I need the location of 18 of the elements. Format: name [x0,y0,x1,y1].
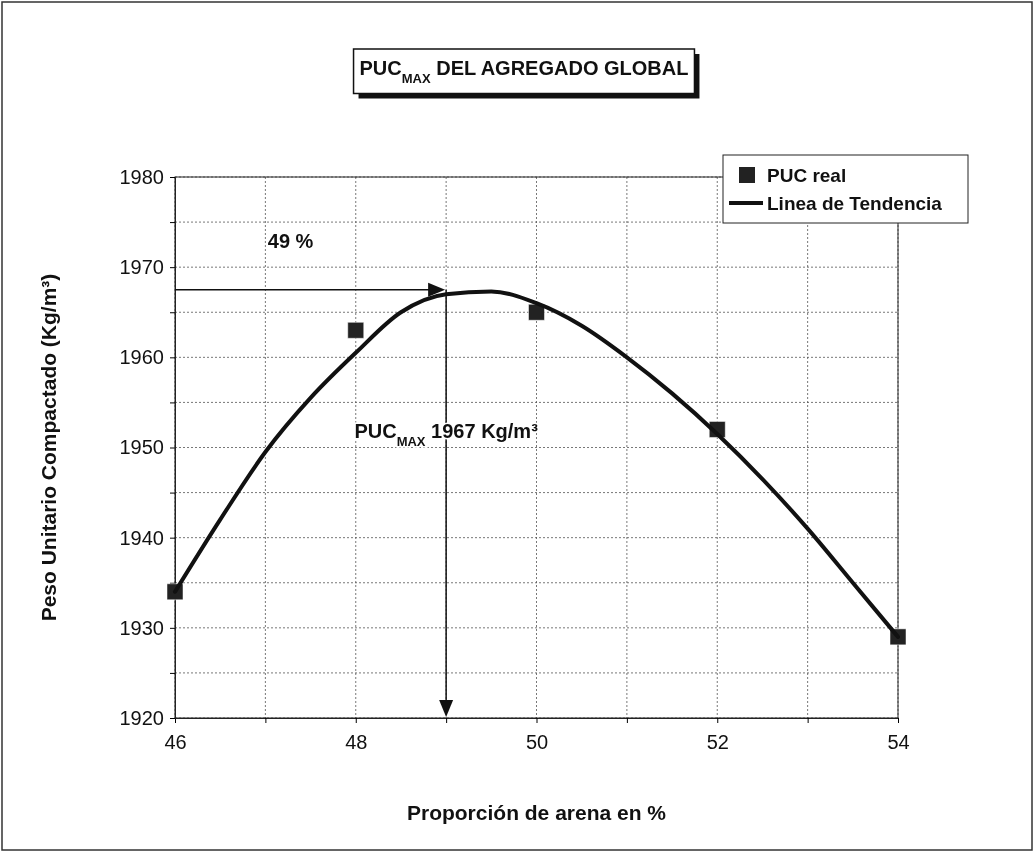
x-tick-label: 50 [525,731,549,754]
legend-label: PUC real [767,165,847,186]
annotation: 49 % [267,229,314,252]
legend-label: Linea de Tendencia [767,193,943,214]
y-tick-label: 1970 [119,256,164,279]
y-axis-title: Peso Unitario Compactado (Kg/m³) [37,273,60,622]
x-tick-label: 46 [164,731,187,754]
chart-title: PUC$_{MAX}$ DEL AGREGADO GLOBAL [359,57,689,86]
y-tick-label: 1950 [119,436,164,459]
y-tick-label: 1960 [119,346,164,369]
x-tick-label: 52 [706,731,729,754]
y-tick-label: 1920 [119,706,164,729]
y-tick-label: 1930 [119,616,164,639]
y-tick-label: 1980 [119,165,164,188]
x-tick-label: 54 [887,731,910,754]
x-tick-label: 48 [345,731,368,754]
y-tick-label: 1940 [119,526,164,549]
x-axis-title: Proporción de arena en % [406,801,667,824]
